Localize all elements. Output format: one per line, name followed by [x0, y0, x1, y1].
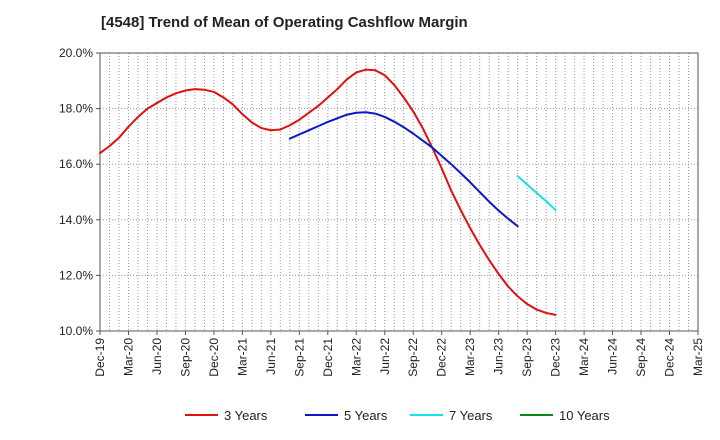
- x-tick-label: Jun-20: [150, 338, 164, 375]
- y-tick-label: 10.0%: [59, 324, 93, 338]
- y-tick-label: 20.0%: [59, 46, 93, 60]
- x-tick-label: Dec-21: [321, 338, 335, 377]
- x-tick-label: Mar-22: [349, 338, 363, 376]
- y-tick-label: 12.0%: [59, 268, 93, 282]
- y-tick-label: 18.0%: [59, 102, 93, 116]
- series-line-5-years: [288, 111, 519, 228]
- x-tick-label: Dec-20: [207, 338, 221, 377]
- y-tick-label: 14.0%: [59, 213, 93, 227]
- x-tick-label: Jun-23: [492, 338, 506, 375]
- series-line-3-years: [99, 68, 557, 316]
- x-tick-label: Dec-23: [549, 338, 563, 377]
- x-tick-label: Sep-24: [634, 338, 648, 377]
- x-tick-label: Mar-25: [691, 338, 705, 376]
- legend-label-5-years: 5 Years: [344, 408, 388, 423]
- legend-label-3-years: 3 Years: [224, 408, 268, 423]
- x-tick-label: Dec-19: [93, 338, 107, 377]
- chart-title: [4548] Trend of Mean of Operating Cashfl…: [101, 14, 468, 31]
- x-tick-label: Mar-23: [463, 338, 477, 376]
- x-tick-label: Mar-24: [577, 338, 591, 376]
- x-tick-label: Dec-24: [663, 338, 677, 377]
- legend-label-10-years: 10 Years: [559, 408, 610, 423]
- x-tick-label: Sep-23: [520, 338, 534, 377]
- x-tick-label: Jun-21: [264, 338, 278, 375]
- legend-label-7-years: 7 Years: [449, 408, 493, 423]
- x-tick-label: Sep-20: [178, 338, 192, 377]
- x-tick-label: Mar-21: [235, 338, 249, 376]
- x-tick-label: Mar-20: [121, 338, 135, 376]
- x-tick-label: Jun-22: [378, 338, 392, 375]
- y-tick-label: 16.0%: [59, 157, 93, 171]
- series-line-7-years: [516, 175, 557, 212]
- x-tick-label: Jun-24: [606, 338, 620, 375]
- plot-frame: [99, 52, 699, 332]
- x-tick-label: Sep-21: [292, 338, 306, 377]
- x-tick-label: Dec-22: [435, 338, 449, 377]
- x-tick-label: Sep-22: [406, 338, 420, 377]
